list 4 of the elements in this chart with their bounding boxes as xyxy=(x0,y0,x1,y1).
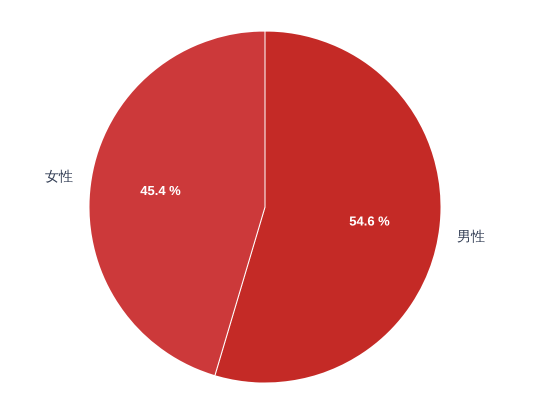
data-label: 45.4 % xyxy=(140,183,182,198)
slice-label: 女性 xyxy=(45,168,74,185)
slice-label: 男性 xyxy=(456,228,485,245)
data-label: 54.6 % xyxy=(349,214,390,229)
